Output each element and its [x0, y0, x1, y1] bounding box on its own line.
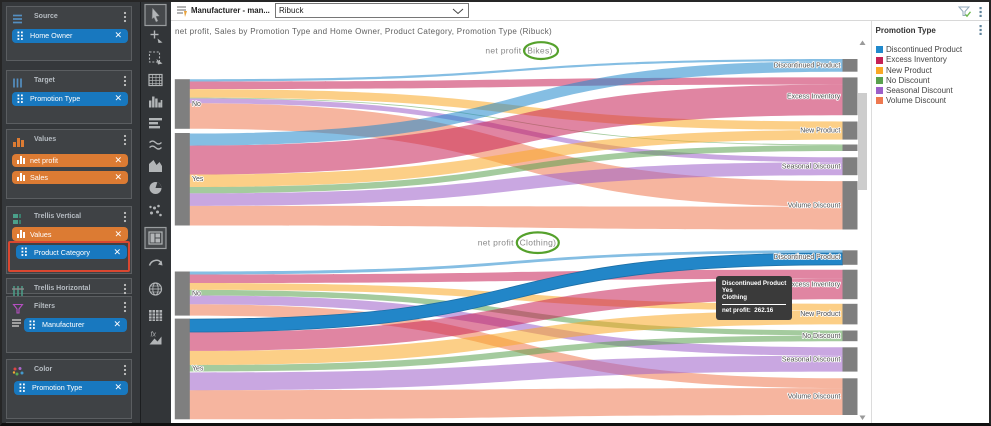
svg-text:Yes: Yes — [192, 176, 204, 183]
svg-text:No: No — [192, 290, 201, 297]
svg-text:New Product: New Product — [800, 311, 840, 318]
svg-text:net profit (Bikes): net profit (Bikes) — [485, 45, 552, 55]
svg-text:Seasonal Discount: Seasonal Discount — [782, 357, 840, 364]
svg-text:No: No — [192, 101, 201, 108]
svg-text:Excess Inventory: Excess Inventory — [787, 282, 841, 289]
svg-text:Discontinued Product: Discontinued Product — [774, 62, 841, 69]
svg-text:Yes: Yes — [192, 365, 204, 372]
svg-text:Volume Discount: Volume Discount — [788, 394, 841, 401]
svg-text:Seasonal Discount: Seasonal Discount — [782, 163, 840, 170]
svg-text:No Discount: No Discount — [802, 333, 840, 340]
svg-text:New Product: New Product — [800, 128, 840, 135]
svg-text:Volume Discount: Volume Discount — [788, 202, 841, 209]
svg-text:fx: fx — [151, 332, 157, 339]
svg-text:Discontinued Product: Discontinued Product — [774, 254, 841, 261]
svg-text:Excess Inventory: Excess Inventory — [787, 93, 841, 100]
